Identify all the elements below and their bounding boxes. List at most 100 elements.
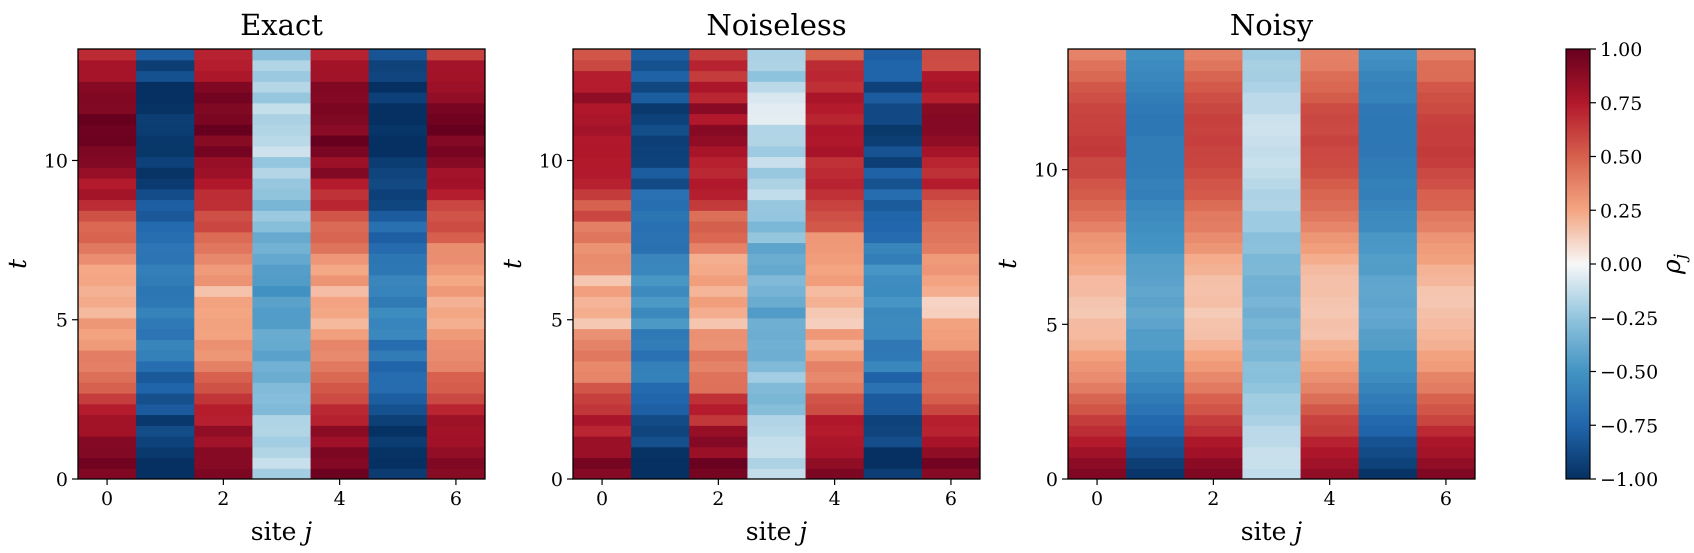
heatmap-cell-s2-t36 [689,81,749,93]
heatmap-cell-s0-t16 [78,296,137,308]
heatmap-cell-s0-t27 [1068,178,1127,190]
heatmap-cell-s2-t30 [1184,145,1244,158]
heatmap-cell-s1-t18 [136,274,195,287]
heatmap-cell-s5-t4 [1358,425,1418,437]
x-axis-label: site j [251,517,313,546]
heatmap-cell-s1-t4 [136,425,195,437]
heatmap-cell-s0-t9 [573,371,632,383]
heatmap-cell-s5-t5 [863,414,923,426]
heatmap-cell-s1-t28 [1126,167,1185,179]
x-tick-label: 6 [1440,488,1452,510]
heatmap-cell-s3-t24 [747,210,807,222]
heatmap-cell-s0-t15 [1068,307,1127,319]
heatmap-cell-s6-t22 [1416,231,1475,244]
heatmap-cell-s4-t21 [1300,242,1360,254]
heatmap-cell-s6-t30 [426,145,485,158]
heatmap-cell-s2-t5 [194,414,254,426]
heatmap-cell-s6-t29 [1416,156,1475,168]
heatmap-cell-s0-t25 [1068,199,1127,211]
heatmap-cell-s1-t19 [631,264,690,276]
heatmap-cell-s6-t19 [426,264,485,276]
heatmap-cell-s4-t4 [805,425,865,437]
heatmap-cell-s0-t5 [573,414,632,426]
heatmap-cell-s3-t35 [747,92,807,104]
heatmap-cell-s6-t25 [1416,199,1475,211]
heatmap-cell-s1-t36 [1126,81,1185,93]
heatmap-cell-s3-t8 [252,382,312,394]
heatmap-cell-s0-t13 [78,328,137,340]
heatmap-cell-s3-t16 [252,296,312,308]
heatmap-cell-s1-t2 [136,446,195,459]
heatmap-cell-s0-t3 [78,436,137,448]
x-tick-label: 2 [712,488,724,510]
heatmap-cell-s0-t11 [1068,350,1127,362]
heatmap-cell-s4-t1 [1300,457,1360,469]
heatmap-cell-s5-t2 [863,446,923,459]
heatmap-cell-s6-t31 [1416,135,1475,147]
heatmap-cell-s4-t2 [1300,446,1360,459]
heatmap-cell-s2-t5 [689,414,749,426]
x-tick-label: 0 [101,488,113,510]
heatmap-cell-s3-t39 [1242,49,1302,61]
heatmap-cell-s2-t21 [194,242,254,254]
heatmap-cell-s6-t0 [921,468,980,479]
heatmap-cell-s6-t19 [1416,264,1475,276]
heatmap-cell-s1-t11 [136,350,195,362]
heatmap-cell-s4-t0 [310,468,370,479]
heatmap-cell-s6-t16 [921,296,980,308]
heatmap-cell-s5-t39 [368,49,428,61]
heatmap-cell-s6-t9 [921,371,980,383]
heatmap-cell-s2-t2 [194,446,254,459]
heatmap-cell-s3-t14 [252,317,312,330]
heatmap-cell-s4-t25 [310,199,370,211]
heatmap-cell-s1-t32 [136,124,195,136]
heatmap-cell-s3-t37 [252,70,312,82]
heatmap-cell-s3-t4 [252,425,312,437]
heatmap-cell-s0-t28 [78,167,137,179]
heatmap-cell-s6-t17 [921,285,980,297]
heatmap-cell-s5-t19 [863,264,923,276]
heatmap-cell-s4-t18 [1300,274,1360,287]
heatmap-cell-s4-t36 [805,81,865,93]
heatmap-cell-s4-t37 [310,70,370,82]
heatmap-cell-s1-t15 [1126,307,1185,319]
heatmap-cell-s5-t27 [368,178,428,190]
heatmap-cell-s1-t16 [1126,296,1185,308]
heatmap-cell-s5-t8 [1358,382,1418,394]
heatmap-cell-s4-t29 [1300,156,1360,168]
heatmap-cell-s4-t3 [1300,436,1360,448]
heatmap-cell-s2-t3 [194,436,254,448]
heatmap-cell-s3-t15 [252,307,312,319]
heatmap-cell-s2-t10 [194,360,254,373]
heatmap-cell-s2-t22 [689,231,749,244]
heatmap-cell-s6-t31 [426,135,485,147]
heatmap-cell-s6-t39 [426,49,485,61]
heatmap-cell-s1-t32 [1126,124,1185,136]
heatmap-cell-s6-t8 [921,382,980,394]
heatmap-cell-s6-t14 [921,317,980,330]
heatmap-cell-s2-t37 [194,70,254,82]
heatmap-cell-s6-t32 [921,124,980,136]
heatmap-cell-s3-t23 [1242,221,1302,233]
heatmap-cell-s1-t18 [1126,274,1185,287]
heatmap-cell-s2-t32 [689,124,749,136]
heatmap-cell-s3-t10 [1242,360,1302,373]
heatmap-cell-s5-t37 [368,70,428,82]
heatmap-cell-s1-t9 [631,371,690,383]
heatmap-cell-s3-t4 [1242,425,1302,437]
heatmap-cell-s2-t12 [689,339,749,351]
heatmap-cell-s3-t35 [1242,92,1302,104]
heatmap-cell-s0-t21 [573,242,632,254]
heatmap-cell-s5-t6 [368,403,428,416]
heatmap-cell-s5-t8 [863,382,923,394]
heatmap-cell-s3-t3 [252,436,312,448]
heatmap-cell-s6-t39 [921,49,980,61]
heatmap-cell-s3-t26 [252,188,312,201]
y-tick-label: 0 [551,469,563,491]
heatmap-cell-s6-t20 [426,253,485,265]
heatmap-cell-s4-t5 [310,414,370,426]
heatmap-cell-s0-t0 [78,468,137,479]
heatmap-cell-s4-t12 [310,339,370,351]
heatmap-cell-s6-t37 [426,70,485,82]
heatmap-cell-s5-t27 [1358,178,1418,190]
